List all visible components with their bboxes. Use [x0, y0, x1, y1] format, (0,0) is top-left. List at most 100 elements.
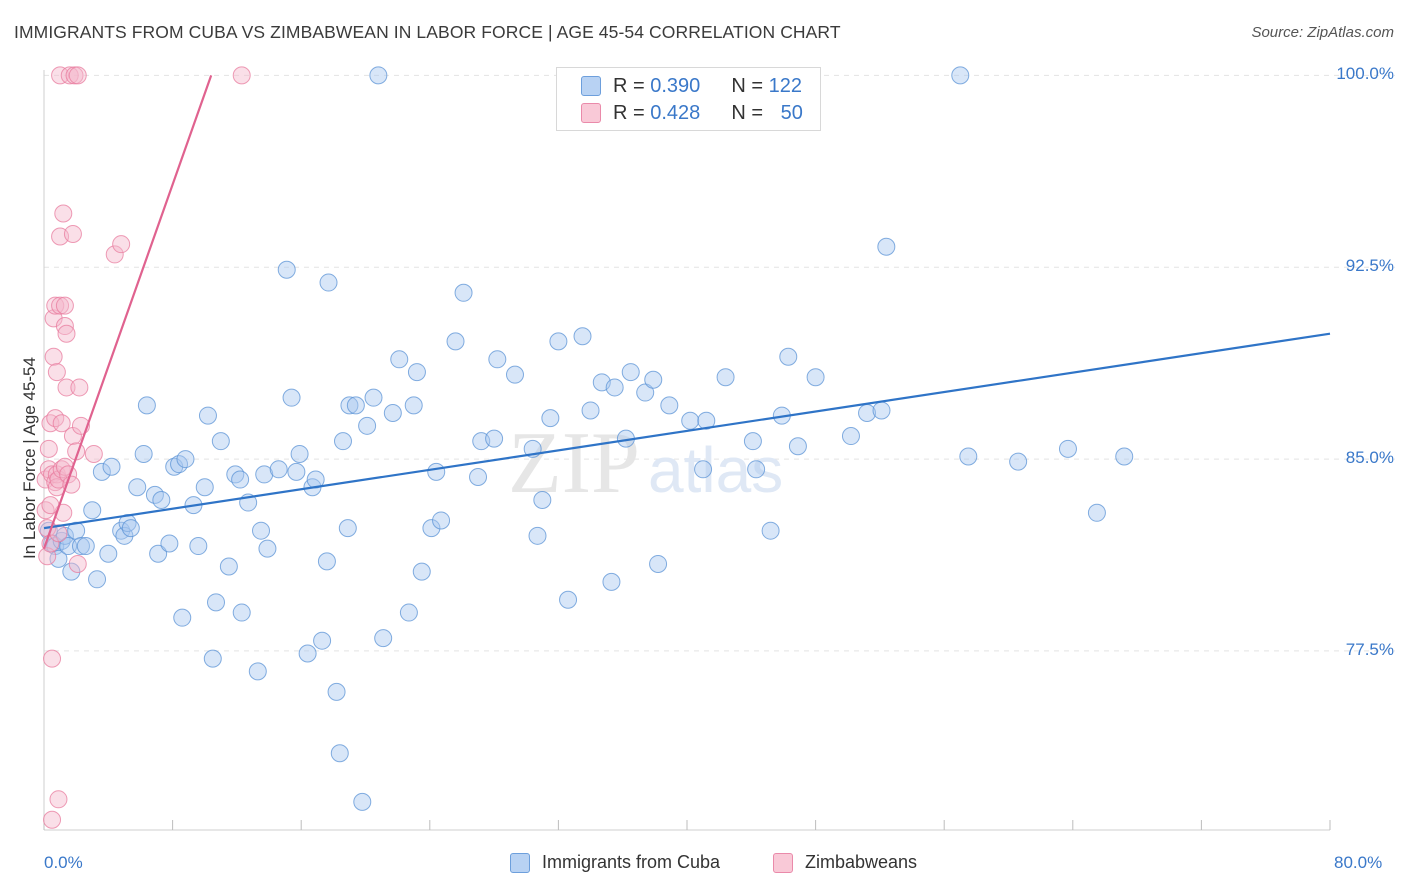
point-cuba	[160, 534, 179, 553]
point-cuba	[353, 792, 372, 811]
series-legend: Immigrants from Cuba Zimbabweans	[0, 852, 1406, 878]
stats-row-zimbabweans: R = 0.428 N = 50	[581, 100, 803, 126]
point-cuba	[541, 409, 560, 428]
watermark-atlas: atlas	[648, 434, 783, 506]
point-cuba	[287, 462, 306, 481]
point-cuba	[282, 388, 301, 407]
point-zimbabweans	[51, 66, 70, 85]
point-cuba	[697, 411, 716, 430]
point-cuba	[203, 649, 222, 668]
point-cuba	[407, 363, 426, 382]
point-cuba	[427, 462, 446, 481]
point-cuba	[152, 491, 171, 509]
point-cuba	[573, 327, 592, 346]
point-cuba	[195, 478, 214, 497]
watermark-zip: ZIP	[508, 415, 640, 512]
source-label: Source: ZipAtlas.com	[1251, 24, 1394, 41]
point-cuba	[621, 363, 640, 382]
zimbabweans-swatch	[773, 852, 793, 873]
point-cuba	[649, 554, 668, 573]
point-cuba	[137, 396, 156, 415]
series-cuba	[39, 66, 1134, 811]
axes	[43, 70, 1331, 831]
point-cuba	[533, 491, 552, 509]
point-cuba	[92, 462, 111, 481]
zimbabweans-swatch	[581, 103, 601, 123]
point-cuba	[432, 511, 451, 530]
point-cuba	[660, 396, 679, 415]
y-tick-label: 85.0%	[1345, 448, 1394, 468]
point-cuba	[176, 450, 195, 469]
point-zimbabweans	[57, 378, 76, 397]
point-cuba	[636, 383, 655, 402]
point-cuba	[338, 519, 357, 538]
point-cuba	[841, 427, 860, 446]
r-value-cuba: 0.390	[650, 74, 701, 97]
point-cuba	[226, 465, 245, 484]
point-cuba	[252, 521, 271, 540]
point-cuba	[149, 544, 168, 563]
trend-lines	[42, 74, 1331, 549]
point-cuba	[277, 260, 296, 279]
legend-label-zimbabweans: Zimbabweans	[805, 852, 918, 872]
point-cuba	[951, 66, 970, 85]
point-cuba	[83, 501, 102, 520]
y-tick-label: 92.5%	[1345, 256, 1394, 276]
point-zimbabweans	[36, 501, 55, 520]
point-cuba	[364, 388, 383, 407]
point-cuba	[369, 66, 388, 85]
r-label: R =	[613, 101, 645, 124]
point-zimbabweans	[57, 324, 76, 343]
point-cuba	[469, 467, 488, 486]
point-cuba	[412, 562, 431, 581]
point-cuba	[207, 593, 226, 612]
point-cuba	[806, 368, 825, 387]
y-tick-label: 100.0%	[1336, 64, 1394, 84]
point-cuba	[189, 537, 208, 556]
point-cuba	[877, 237, 896, 256]
point-cuba	[211, 432, 230, 451]
point-cuba	[602, 572, 621, 591]
watermark: ZIP atlas	[508, 415, 783, 512]
point-cuba	[134, 444, 153, 463]
point-cuba	[383, 404, 402, 423]
point-cuba	[258, 539, 277, 558]
point-cuba	[62, 562, 81, 581]
point-cuba	[102, 457, 121, 476]
point-cuba	[49, 549, 68, 568]
point-cuba	[121, 519, 140, 538]
point-cuba	[1115, 447, 1134, 466]
point-cuba	[1087, 503, 1106, 522]
point-cuba	[872, 401, 891, 420]
point-cuba	[219, 557, 238, 576]
point-zimbabweans	[54, 204, 73, 223]
point-cuba	[788, 437, 807, 456]
r-value-zimbabweans: 0.428	[650, 101, 701, 124]
point-cuba	[1009, 452, 1028, 471]
point-cuba	[446, 332, 465, 351]
point-zimbabweans	[46, 296, 65, 315]
point-cuba	[340, 396, 359, 415]
cuba-swatch	[510, 852, 530, 873]
point-cuba	[761, 521, 780, 540]
point-zimbabweans	[105, 245, 124, 264]
point-cuba	[716, 368, 735, 387]
point-cuba	[327, 682, 346, 701]
point-zimbabweans	[232, 66, 251, 85]
legend-item-cuba[interactable]: Immigrants from Cuba	[510, 852, 720, 873]
point-zimbabweans	[43, 649, 62, 668]
point-cuba	[330, 744, 349, 763]
legend-item-zimbabweans[interactable]: Zimbabweans	[773, 852, 917, 873]
n-label: N =	[731, 101, 764, 124]
x-tick-label-min: 0.0%	[44, 853, 83, 872]
point-zimbabweans	[55, 296, 74, 315]
point-cuba	[255, 465, 274, 484]
point-cuba	[505, 365, 524, 384]
point-cuba	[298, 644, 317, 663]
point-cuba	[488, 350, 507, 369]
point-cuba	[374, 629, 393, 648]
n-value-zimbabweans: 50	[780, 101, 803, 124]
n-label: N =	[731, 74, 764, 97]
point-cuba	[581, 401, 600, 420]
